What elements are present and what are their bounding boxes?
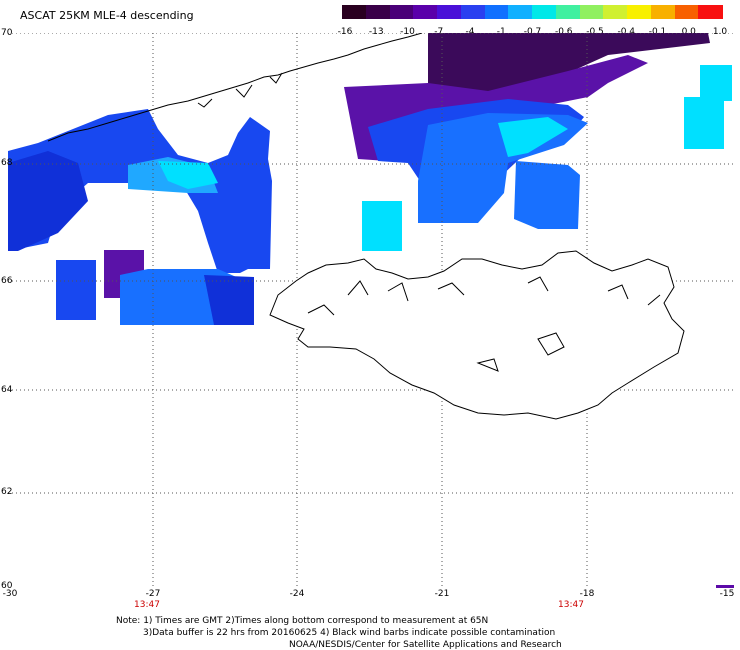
colorbar-tick-label: -1 (496, 27, 506, 37)
scale-swatch (716, 585, 734, 588)
colorbar-tick-label: 1.0 (712, 27, 728, 37)
colorbar-tick-label: -10 (400, 27, 415, 37)
colorbar-segment (603, 5, 628, 19)
lat-label-66: 66 (1, 276, 13, 286)
swath-south-dark (204, 275, 254, 325)
lon-label-24w: -24 (289, 589, 305, 599)
note-line-2: 3)Data buffer is 22 hrs from 20160625 4)… (143, 628, 556, 638)
wind-data-swaths (8, 33, 732, 325)
colorbar-segment (579, 5, 604, 19)
lon-label-30w: -30 (2, 589, 18, 599)
colorbar-tick-label: -0.5 (586, 27, 604, 37)
iceland-fjords (307, 276, 661, 372)
colorbar (342, 5, 723, 19)
colorbar-segment (460, 5, 485, 19)
lat-label-68: 68 (1, 158, 13, 168)
note-line-1: Note: 1) Times are GMT 2)Times along bot… (116, 616, 489, 626)
colorbar-segment (674, 5, 699, 19)
colorbar-tick-label: -13 (368, 27, 384, 37)
note-line-3: NOAA/NESDIS/Center for Satellite Applica… (289, 640, 562, 650)
colorbar-segment (650, 5, 675, 19)
colorbar-tick-label: 0.0 (681, 27, 696, 37)
swath-greenland-coast (8, 109, 272, 273)
colorbar-segment (365, 5, 390, 19)
greenland-coastline (47, 33, 423, 142)
swath-north-purple (428, 33, 710, 93)
colorbar-segment (532, 5, 557, 19)
swath-cyan-square (362, 201, 402, 251)
lat-label-62: 62 (1, 487, 13, 497)
swath-east-cyan-2 (684, 97, 724, 149)
colorbar-tick-label: -0.6 (554, 27, 573, 37)
colorbar-tick-label: -16 (337, 27, 353, 37)
lat-label-70: 70 (1, 28, 13, 38)
lat-label-64: 64 (1, 385, 13, 395)
lon-label-15w: -15 (719, 589, 735, 599)
map-panel (8, 33, 736, 589)
colorbar-segment (484, 5, 509, 19)
swath-east-blue (514, 161, 580, 229)
figure-title: ASCAT 25KM MLE-4 descending (20, 9, 194, 22)
lon-label-27w: -27 (145, 589, 161, 599)
swath-small-block (56, 260, 96, 320)
time-label-right: 13:47 (558, 600, 584, 610)
swath-east-cyan-1 (700, 65, 732, 101)
colorbar-segment (698, 5, 723, 19)
iceland-coastline (269, 250, 685, 420)
colorbar-segment (437, 5, 462, 19)
colorbar-tick-label: -4 (465, 27, 475, 37)
lon-label-18w: -18 (579, 589, 595, 599)
swath-greenland-dark (8, 151, 88, 251)
colorbar-tick-label: -7 (434, 27, 444, 37)
colorbar-segment (389, 5, 414, 19)
colorbar-segment (555, 5, 580, 19)
time-label-left: 13:47 (134, 600, 160, 610)
colorbar-segment (413, 5, 438, 19)
colorbar-tick-label: -0.1 (648, 27, 667, 37)
swath-cyan-blob (158, 161, 218, 189)
lat-label-60: 60 (1, 581, 13, 591)
colorbar-tick-label: -0.4 (617, 27, 636, 37)
colorbar-tick-label: -0.7 (523, 27, 542, 37)
colorbar-segment (342, 5, 367, 19)
colorbar-segment (627, 5, 652, 19)
lon-label-21w: -21 (434, 589, 450, 599)
swath-north-cyan (498, 117, 568, 157)
colorbar-segment (508, 5, 533, 19)
